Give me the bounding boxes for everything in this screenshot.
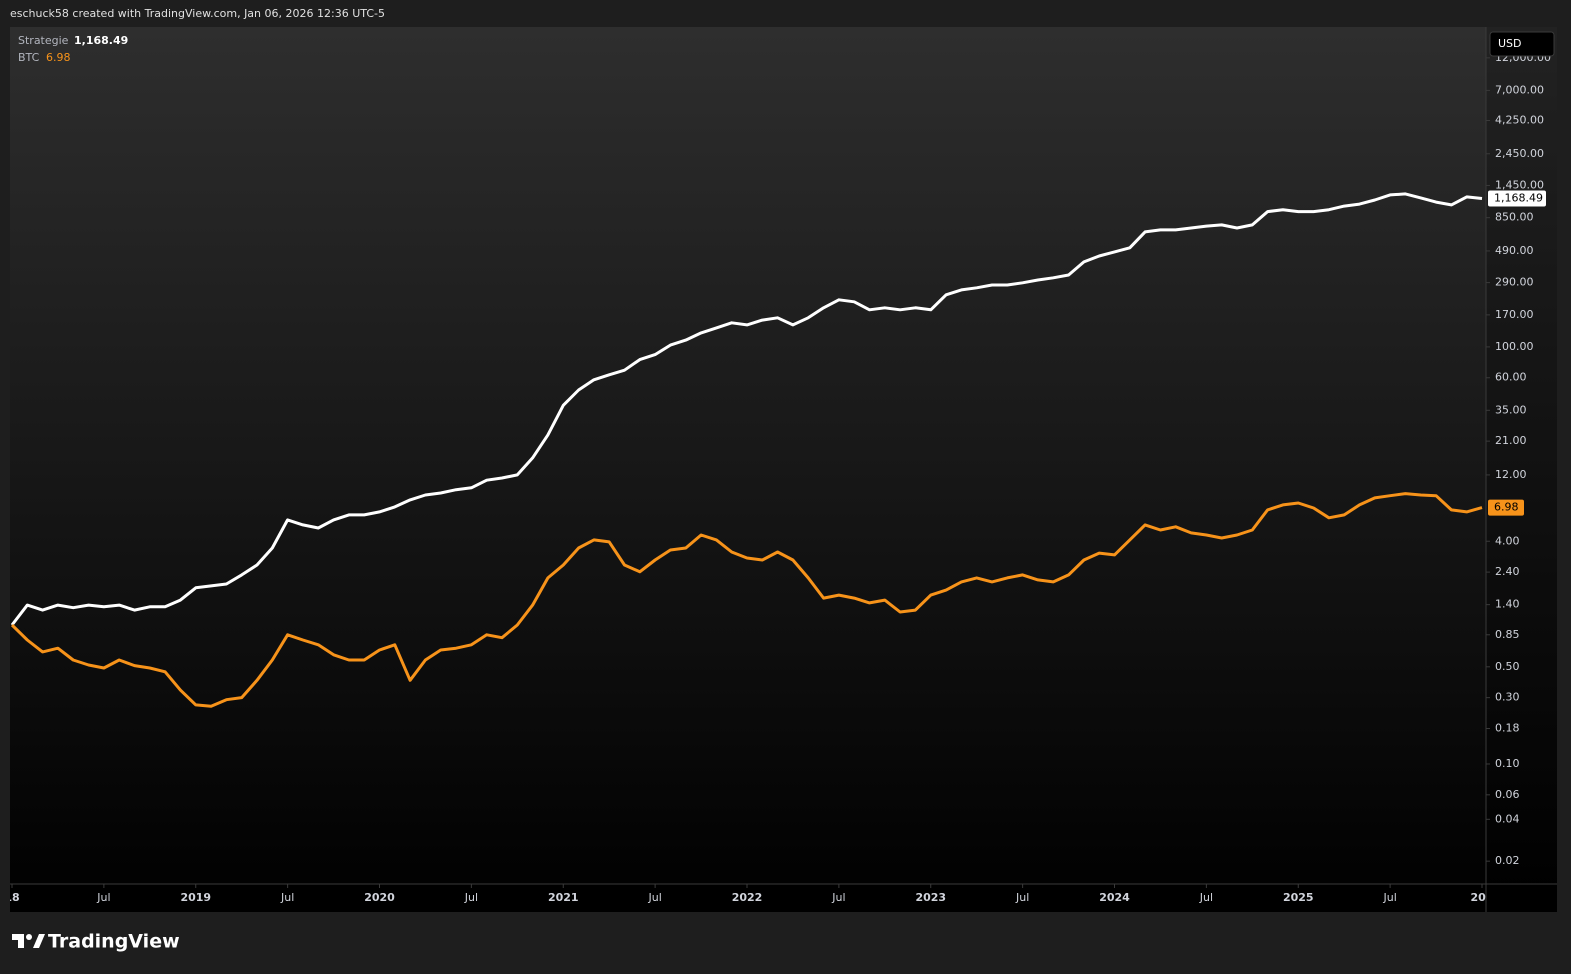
last-value-label: 6.98 [1494, 501, 1519, 514]
y-tick-label: 4,250.00 [1495, 114, 1544, 127]
y-tick-label: 490.00 [1495, 244, 1534, 257]
logo-icon [26, 934, 32, 940]
price-axis [1486, 27, 1557, 912]
currency-label[interactable]: USD [1498, 37, 1522, 50]
x-axis: 18 Jul 2019 Jul 2020 Jul 2021 Jul 2022 Jul 2023 Jul… [4, 884, 1494, 904]
logo-icon [12, 934, 24, 948]
y-tick-label: 100.00 [1495, 340, 1534, 353]
y-tick-label: 7,000.00 [1495, 83, 1544, 96]
brand-name: TradingView [48, 931, 180, 953]
y-tick-label: 4.00 [1495, 534, 1520, 547]
x-tick-label: Jul [831, 891, 845, 904]
currency-button[interactable] [1489, 31, 1555, 57]
y-tick-label: 1,450.00 [1495, 178, 1544, 191]
y-tick-label: 850.00 [1495, 211, 1534, 224]
y-tick-label: 290.00 [1495, 276, 1534, 289]
y-tick-label: 35.00 [1495, 403, 1527, 416]
legend-value: 6.98 [46, 51, 71, 64]
legend-name: Strategie [18, 34, 69, 47]
y-tick-label: 0.18 [1495, 721, 1520, 734]
y-tick-label: 0.50 [1495, 660, 1520, 673]
x-tick-label: Jul [647, 891, 661, 904]
x-tick-label: 2019 [180, 891, 211, 904]
y-tick-label: 1.40 [1495, 598, 1520, 611]
y-tick-label: 12.00 [1495, 468, 1527, 481]
legend-value: 1,168.49 [74, 34, 128, 47]
y-tick-label: 2.40 [1495, 565, 1520, 578]
x-tick-label: 2021 [548, 891, 579, 904]
last-value-tag [1488, 190, 1546, 207]
series-line [10, 192, 1483, 626]
y-tick-label: 60.00 [1495, 371, 1527, 384]
y-tick-label: 170.00 [1495, 308, 1534, 321]
last-value-label: 1,168.49 [1494, 191, 1543, 204]
time-axis [10, 884, 1557, 912]
brand-logo: TradingView [12, 931, 180, 953]
x-tick-label: Jul [96, 891, 110, 904]
x-tick-label: Jul [1199, 891, 1213, 904]
x-tick-label: Jul [1382, 891, 1396, 904]
x-tick-label: Jul [464, 891, 478, 904]
x-tick-label: Jul [280, 891, 294, 904]
series-line [10, 492, 1483, 708]
x-tick-label: 2025 [1283, 891, 1314, 904]
last-value-tag [1488, 499, 1524, 516]
y-tick-label: 2,450.00 [1495, 147, 1544, 160]
y-axis: 12,000.007,000.004,250.002,450.001,450.0… [1486, 51, 1551, 867]
header-text: eschuck58 created with TradingView.com, … [10, 7, 385, 20]
x-tick-label: 2020 [364, 891, 395, 904]
y-tick-label: 0.85 [1495, 628, 1520, 641]
x-tick-label: 2022 [732, 891, 763, 904]
plot-background [10, 27, 1557, 912]
x-tick-label: 2023 [915, 891, 946, 904]
y-tick-label: 0.02 [1495, 854, 1520, 867]
logo-icon [33, 934, 45, 948]
plot [10, 192, 1483, 708]
x-tick-label: 2024 [1099, 891, 1130, 904]
x-tick-label: Jul [1015, 891, 1029, 904]
y-tick-label: 0.06 [1495, 788, 1520, 801]
legend: Strategie 1,168.49 BTC 6.98 [18, 34, 128, 64]
x-tick-label: 202 [1471, 891, 1494, 904]
y-tick-label: 21.00 [1495, 434, 1527, 447]
x-tick-label: 18 [4, 891, 19, 904]
legend-name: BTC [18, 51, 40, 64]
y-tick-label: 0.30 [1495, 691, 1520, 704]
y-tick-label: 0.04 [1495, 812, 1520, 825]
y-tick-label: 0.10 [1495, 757, 1520, 770]
